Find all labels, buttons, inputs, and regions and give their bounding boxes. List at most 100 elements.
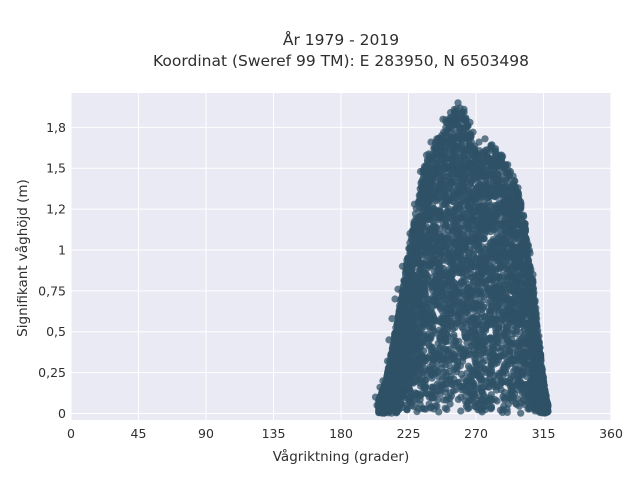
scatter-point [474,230,482,238]
scatter-point [501,240,509,248]
scatter-point [430,327,438,335]
scatter-point [522,348,530,357]
scatter-points [371,99,552,417]
scatter-point [396,304,404,312]
chart-title-line-1: År 1979 - 2019 [283,30,399,49]
scatter-point [426,351,434,360]
scatter-point [454,200,462,208]
scatter-point [476,275,484,283]
scatter-point [406,243,414,251]
scatter-point [431,316,440,325]
scatter-point [485,307,493,315]
scatter-point [389,405,397,413]
scatter-point [483,377,491,385]
scatter-point [410,402,418,410]
scatter-point [481,383,489,391]
scatter-point [511,356,520,364]
scatter-point [392,339,400,347]
scatter-point [415,215,423,223]
scatter-point [446,174,454,183]
scatter-point [471,263,479,271]
scatter-point [492,328,500,336]
scatter-point [456,123,464,131]
scatter-point [434,368,442,376]
scatter-point [425,400,433,408]
scatter-point [489,378,497,386]
scatter-point [487,201,495,210]
scatter-point [428,165,437,173]
scatter-point [523,278,531,286]
chart-title-line-2: Koordinat (Sweref 99 TM): E 283950, N 65… [153,52,529,70]
scatter-point [412,368,420,376]
scatter-point [417,307,425,315]
scatter-point [428,393,436,401]
scatter-point [435,272,443,280]
scatter-point [395,367,403,375]
scatter-point [413,229,421,237]
scatter-point [508,330,517,338]
scatter-point [515,229,523,237]
scatter-point [480,326,488,334]
scatter-point [459,357,467,365]
scatter-point [515,343,523,351]
scatter-point [450,266,458,274]
scatter-point [500,402,508,410]
scatter-point [433,260,441,268]
scatter-point [468,170,476,178]
scatter-point [491,162,499,170]
scatter-point [466,372,474,380]
scatter-point [388,392,396,400]
scatter-point [418,288,426,296]
scatter-point [488,343,496,351]
scatter-point [445,116,453,124]
scatter-point [428,200,437,208]
scatter-point [478,161,486,169]
scatter-point [438,327,446,336]
scatter-point [428,281,436,289]
scatter-point [409,264,417,272]
scatter-point [437,352,445,360]
scatter-point [457,407,465,415]
scatter-point [450,121,458,129]
scatter-point [437,386,445,394]
scatter-point [415,323,423,331]
scatter-point [417,271,426,279]
scatter-point [443,379,451,388]
scatter-point [431,234,439,242]
scatter-point [520,367,528,375]
scatter-point [459,383,467,391]
scatter-point [479,167,487,175]
scatter-point [499,199,507,207]
scatter-point [531,384,539,392]
scatter-point [488,189,497,197]
scatter-point [441,130,449,138]
scatter-point [512,314,520,323]
scatter-point [442,396,450,404]
scatter-point [454,395,462,403]
scatter-point [442,235,450,243]
scatter-point [414,241,422,249]
scatter-point [428,383,436,391]
scatter-point [416,396,424,404]
scatter-point [481,337,489,345]
scatter-point [434,396,442,404]
scatter-point [418,207,426,216]
scatter-point [493,397,501,405]
scatter-point [434,281,442,289]
scatter-point [432,295,440,304]
scatter-point [531,393,539,401]
scatter-point [458,317,466,325]
scatter-point [492,315,500,323]
scatter-point [421,384,429,392]
scatter-point [385,363,393,371]
scatter-point [510,372,518,380]
scatter-point [463,400,471,408]
scatter-point [524,242,532,250]
scatter-point [476,269,484,277]
scatter-point [412,279,420,287]
scatter-point [415,191,423,199]
scatter-point [384,376,393,384]
scatter-point [529,305,537,314]
scatter-point [426,180,434,188]
